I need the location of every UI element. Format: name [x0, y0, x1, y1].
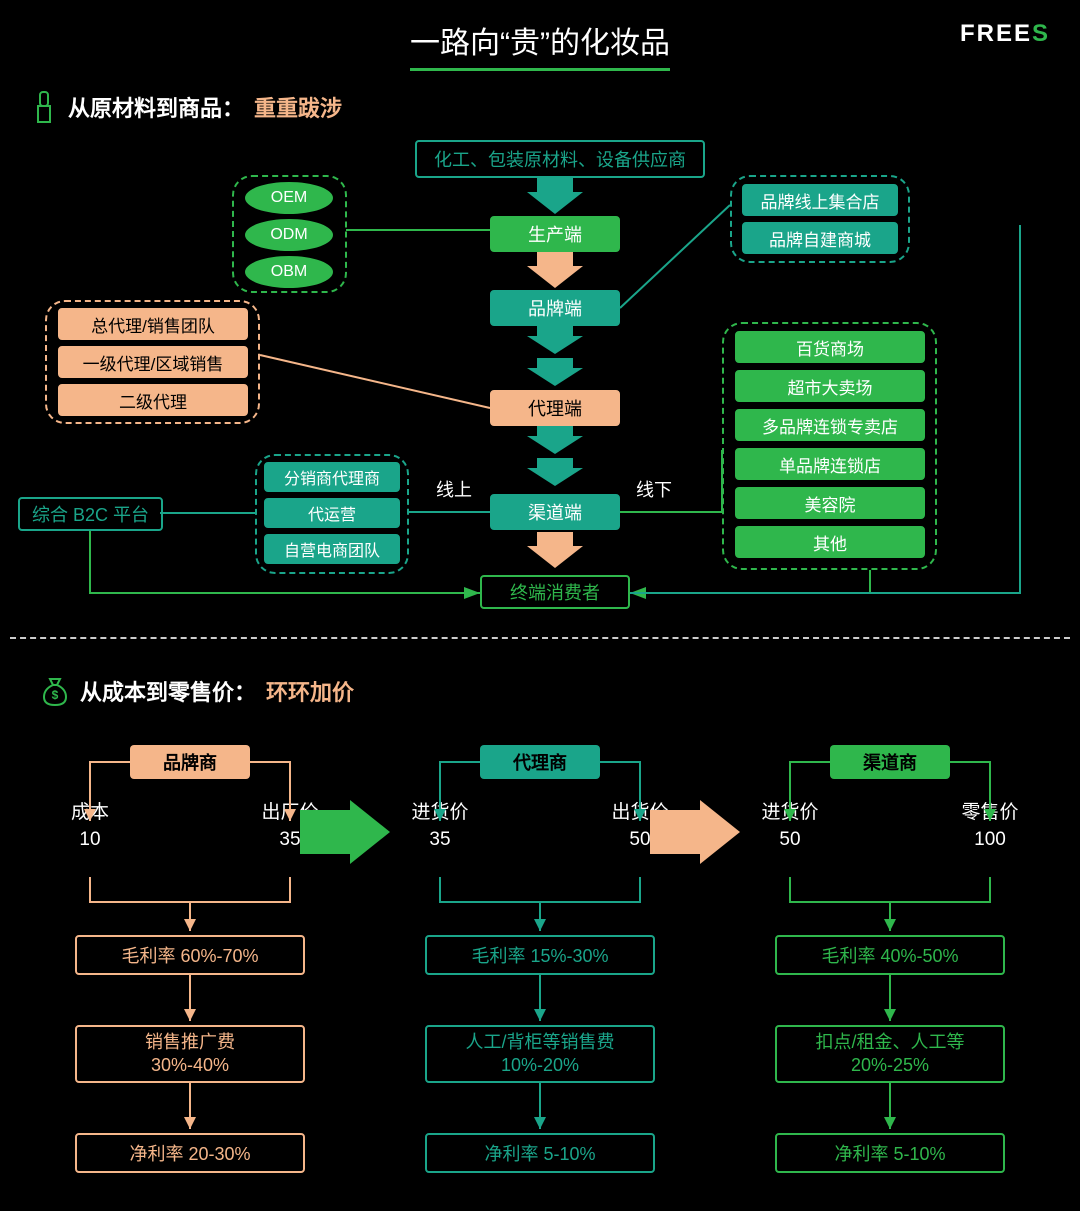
cost-big-arrows: [0, 800, 1080, 880]
cost-left-1: 进货价35: [400, 800, 480, 853]
agent-3: 二级代理: [58, 384, 248, 416]
online-1: 分销商代理商: [264, 462, 400, 492]
offline-3: 多品牌连锁专卖店: [735, 409, 925, 441]
offline-5: 美容院: [735, 487, 925, 519]
cost-expense-2: 扣点/租金、人工等 20%-25%: [775, 1025, 1005, 1083]
cost-stage-1: 代理商: [480, 745, 600, 779]
cost-stage-2: 渠道商: [830, 745, 950, 779]
lipstick-icon: [30, 90, 58, 124]
cost-gross-0: 毛利率 60%-70%: [75, 935, 305, 975]
offline-1: 百货商场: [735, 331, 925, 363]
online-2: 代运营: [264, 498, 400, 528]
cost-net-0: 净利率 20-30%: [75, 1133, 305, 1173]
obm-pill: OBM: [245, 256, 333, 288]
stage-brand: 品牌端: [490, 290, 620, 326]
offline-2: 超市大卖场: [735, 370, 925, 402]
cost-net-1: 净利率 5-10%: [425, 1133, 655, 1173]
cost-right-0: 出厂价35: [250, 800, 330, 853]
online-label: 线上: [436, 476, 472, 502]
offline-6: 其他: [735, 526, 925, 558]
cost-expense-1: 人工/背柜等销售费 10%-20%: [425, 1025, 655, 1083]
brand-online-2: 品牌自建商城: [742, 222, 898, 254]
stage-agent: 代理端: [490, 390, 620, 426]
supplier-box: 化工、包装原材料、设备供应商: [415, 140, 705, 178]
cost-left-2: 进货价50: [750, 800, 830, 853]
stage-consumer: 终端消费者: [480, 575, 630, 609]
cost-right-2: 零售价100: [950, 800, 1030, 853]
stage-production: 生产端: [490, 216, 620, 252]
page-title: 一路向“贵”的化妆品: [410, 18, 670, 71]
offline-4: 单品牌连锁店: [735, 448, 925, 480]
moneybag-icon: $: [40, 675, 70, 707]
logo: FREES: [960, 20, 1050, 48]
online-3: 自营电商团队: [264, 534, 400, 564]
cost-net-2: 净利率 5-10%: [775, 1133, 1005, 1173]
stage-channel: 渠道端: [490, 494, 620, 530]
cost-right-1: 出货价50: [600, 800, 680, 853]
cost-left-0: 成本10: [50, 800, 130, 853]
section2-header: $ 从成本到零售价：环环加价: [40, 675, 354, 707]
oem-pill: OEM: [245, 182, 333, 214]
cost-gross-1: 毛利率 15%-30%: [425, 935, 655, 975]
section-divider: [10, 637, 1070, 639]
cost-expense-0: 销售推广费 30%-40%: [75, 1025, 305, 1083]
agent-2: 一级代理/区域销售: [58, 346, 248, 378]
agent-1: 总代理/销售团队: [58, 308, 248, 340]
odm-pill: ODM: [245, 219, 333, 251]
section1-header: 从原材料到商品：重重跋涉: [30, 90, 342, 124]
brand-online-1: 品牌线上集合店: [742, 184, 898, 216]
svg-text:$: $: [52, 688, 59, 702]
cost-gross-2: 毛利率 40%-50%: [775, 935, 1005, 975]
cost-stage-0: 品牌商: [130, 745, 250, 779]
b2c-box: 综合 B2C 平台: [18, 497, 163, 531]
offline-label: 线下: [636, 476, 672, 502]
